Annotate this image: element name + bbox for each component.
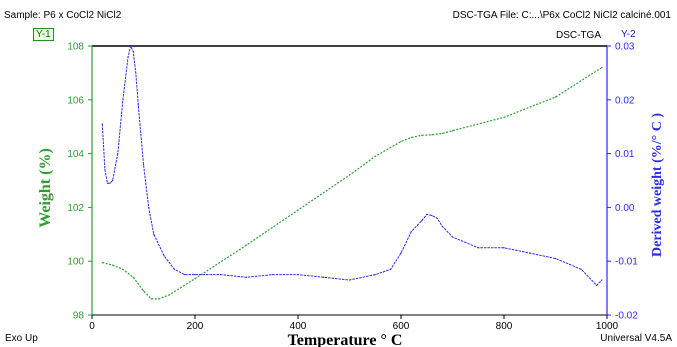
derivative-point [596,284,598,287]
weight-point [410,136,412,139]
weight-point [158,298,160,300]
derivative-curve [101,44,603,287]
y2-axis-tag: Y-2 [621,29,636,40]
derivative-point [436,217,438,219]
y2-tick-label: 0.02 [615,95,635,106]
weight-point [554,96,557,98]
derivative-point [451,236,454,238]
derivative-point [271,274,273,276]
derivative-point [390,268,392,270]
derivative-point [297,274,299,276]
exo-up-label: Exo Up [5,333,38,344]
weight-point [441,132,443,135]
derivative-point [104,169,106,171]
weight-point [431,134,433,136]
x-tick-label: 600 [393,321,410,332]
y2-tick-label: -0.01 [615,257,638,268]
y-tick-label: 100 [67,257,84,268]
derivative-point [137,104,139,106]
weight-point [400,140,402,143]
derivative-point [112,179,114,182]
derivative-point [130,45,132,47]
software-version-label: Universal V4.5A [600,333,672,344]
derivative-point [127,56,129,58]
derivative-point [135,72,137,74]
x-axis-label: Temperature ° C [288,332,403,347]
derivative-point [421,220,423,222]
derivative-point [101,123,103,125]
derivative-point [194,274,196,276]
weight-point [142,290,145,292]
derivative-point [173,268,175,270]
derivative-point [426,213,428,215]
derivative-point [148,206,150,208]
y-tick-label: 108 [67,42,84,53]
weight-point [194,278,196,280]
x-tick-label: 1000 [596,321,619,332]
weight-point [374,155,376,157]
weight-point [122,268,124,270]
y-axis-label: Weight (%) [37,148,54,228]
y2-axis-label: Derived weight (%/° C ) [650,113,665,257]
y-tick-label: 104 [67,149,84,160]
derivative-point [441,225,443,227]
y2-tick-label: 0.03 [615,42,635,53]
x-tick-label: 800 [496,321,513,332]
derivative-point [142,163,145,165]
y2-tick-label: 0.01 [615,149,635,160]
derivative-point [132,50,134,52]
weight-point [150,298,152,300]
weight-point [503,116,505,118]
weight-point [168,294,170,296]
derivative-point [503,247,505,249]
y2-tick-label: 0.00 [615,203,635,214]
y1-axis-tag: Y-1 [33,28,54,41]
y-tick-label: 102 [67,203,84,214]
weight-point [101,261,103,264]
weight-point [297,209,299,211]
derivative-point [163,255,165,257]
y-tick-label: 106 [67,95,84,106]
derivative-point [245,276,248,278]
weight-point [112,264,114,266]
weight-point [451,130,454,132]
derivative-point [348,279,351,281]
derivative-point [106,182,109,184]
x-tick-label: 0 [89,321,95,332]
derivative-point [400,252,402,254]
derivative-point [529,252,531,254]
x-tick-label: 400 [290,321,307,332]
derivative-point [554,257,557,260]
derivative-point [153,233,155,235]
derivative-point [220,274,222,276]
derivative-point [410,231,412,233]
weight-point [348,174,351,176]
y-tick-label: 98 [73,311,85,322]
derivative-point [601,279,603,281]
weight-curve [102,66,603,300]
derivative-point [323,276,325,278]
weight-point [245,244,248,246]
x-tick-label: 200 [187,321,204,332]
derivative-point [477,247,479,249]
derivative-point [184,274,186,276]
derivative-point [117,153,119,155]
instrument-label: DSC-TGA [556,30,601,41]
derivative-point [431,214,433,217]
weight-point [421,134,423,136]
file-label: DSC-TGA File: C:...\P6x CoCl2 NiCl2 calc… [452,10,671,21]
derivative-point [109,182,111,184]
derivative-point [122,99,124,101]
weight-point [132,276,134,278]
sample-label: Sample: P6 x CoCl2 NiCl2 [4,10,122,21]
weight-point [601,66,603,69]
derivative-point [374,274,376,276]
derivative-point [580,268,582,270]
y2-tick-label: -0.02 [615,311,638,322]
